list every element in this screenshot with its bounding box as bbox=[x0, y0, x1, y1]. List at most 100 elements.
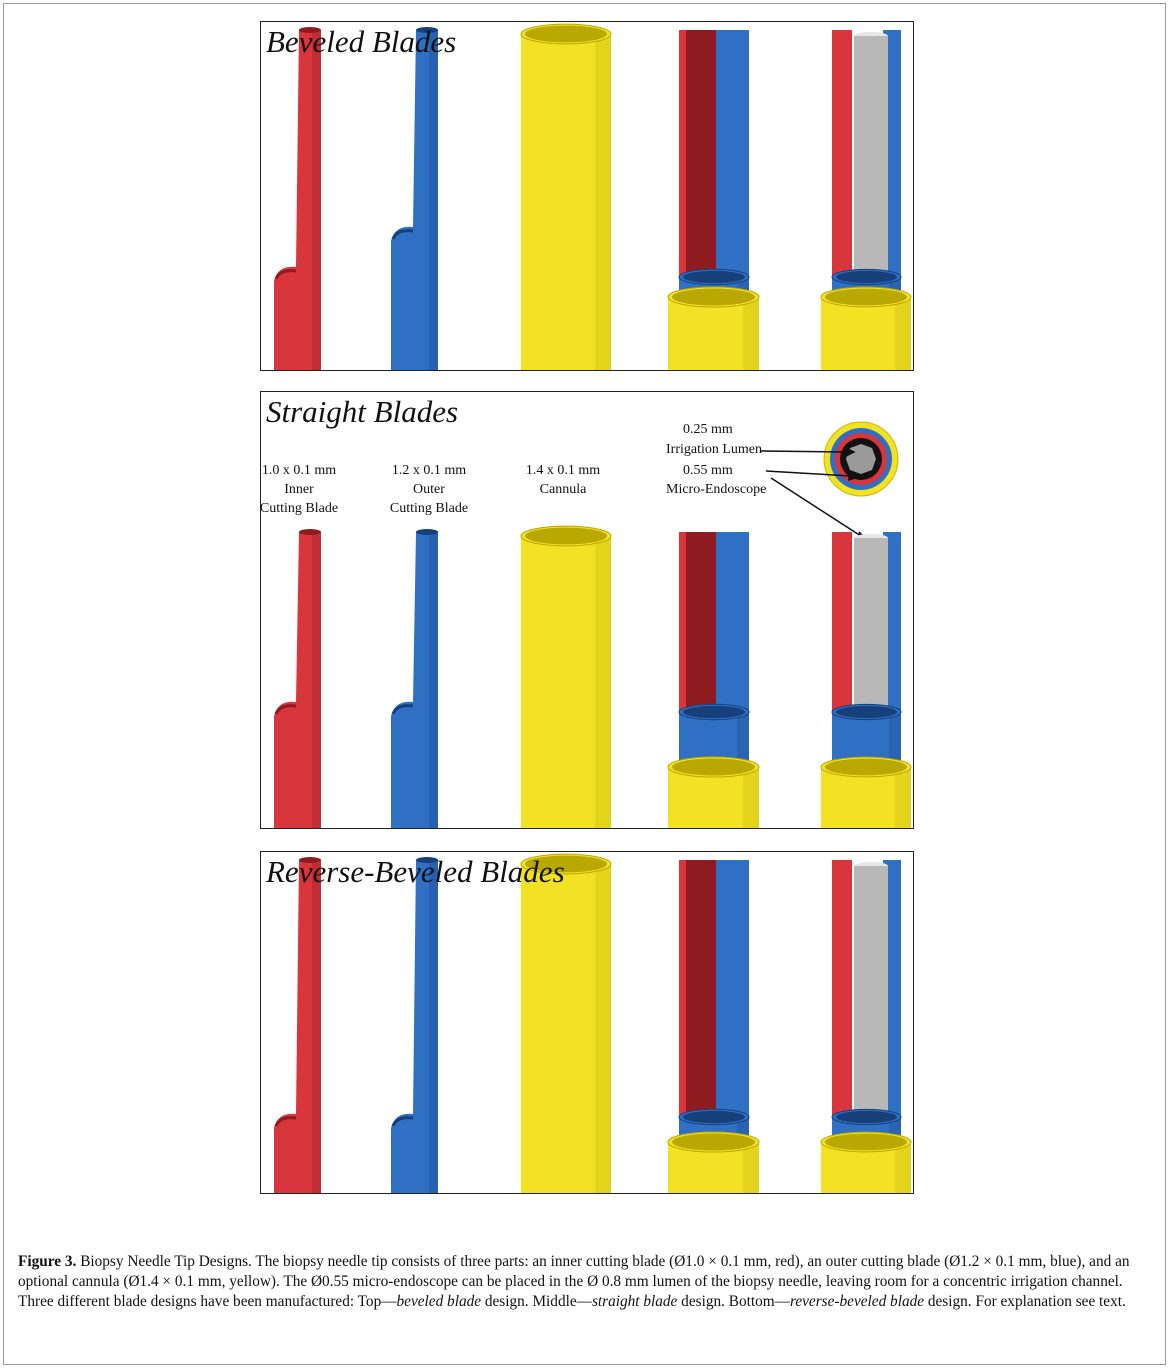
caption-text: beveled blade bbox=[396, 1293, 482, 1310]
blade bbox=[391, 30, 438, 370]
caption-text: design. Middle— bbox=[481, 1293, 592, 1310]
tube-shade bbox=[595, 864, 611, 1193]
tube bbox=[521, 536, 611, 828]
blade-tip bbox=[299, 27, 321, 33]
panel: Reverse-Beveled Blades bbox=[260, 851, 914, 1194]
tube-shade bbox=[895, 297, 911, 370]
endoscope bbox=[854, 36, 888, 277]
blade-shade bbox=[312, 30, 321, 370]
endoscope bbox=[854, 538, 888, 712]
tube-bore bbox=[683, 705, 745, 719]
annotation: Micro-Endoscope bbox=[666, 482, 767, 497]
panel-title: Reverse-Beveled Blades bbox=[266, 854, 565, 889]
tube-bore bbox=[836, 705, 897, 719]
tube-bore bbox=[672, 758, 755, 776]
tube-shade bbox=[888, 712, 901, 773]
part-label: 1.2 x 0.1 mm Outer Cutting Blade bbox=[364, 461, 494, 518]
label-line: Cutting Blade bbox=[389, 501, 469, 516]
tube-bore bbox=[525, 855, 607, 873]
panel-title: Beveled Blades bbox=[266, 24, 457, 59]
blade bbox=[710, 532, 749, 712]
tube-bore bbox=[683, 270, 745, 284]
tube-shade bbox=[895, 1142, 911, 1193]
tube-shade bbox=[743, 767, 759, 828]
tube-bore bbox=[825, 758, 907, 776]
blade-edge bbox=[391, 1116, 414, 1127]
label-line: Cannula bbox=[539, 482, 587, 497]
tube-bore bbox=[683, 1110, 745, 1124]
blade bbox=[679, 860, 689, 1117]
caption-label: Figure 3. bbox=[18, 1253, 77, 1270]
tube-shade bbox=[595, 536, 611, 828]
tube-shade bbox=[743, 297, 759, 370]
cross-section bbox=[823, 421, 899, 497]
caption-text: design. For explanation see text. bbox=[924, 1293, 1126, 1310]
label-line: 1.2 x 0.1 mm bbox=[391, 463, 467, 478]
blade-edge bbox=[274, 704, 297, 715]
caption-text: design. Bottom— bbox=[677, 1293, 790, 1310]
render bbox=[274, 421, 912, 828]
panel: Straight Blades 1.0 x 0.1 mm Inner Cutti… bbox=[260, 391, 914, 829]
blade-tip bbox=[299, 529, 321, 535]
endoscope bbox=[854, 866, 888, 1117]
figure-frame bbox=[3, 3, 1166, 1365]
tube-shade bbox=[736, 712, 749, 773]
part-label: 1.0 x 0.1 mm Inner Cutting Blade bbox=[260, 461, 364, 518]
panel: Beveled Blades bbox=[260, 21, 914, 371]
blade-edge bbox=[391, 229, 414, 240]
tube-shade bbox=[895, 767, 911, 828]
tube bbox=[521, 34, 611, 370]
caption: Figure 3. Biopsy Needle Tip Designs. The… bbox=[18, 1252, 1156, 1312]
tube-bore bbox=[825, 288, 907, 306]
tube-bore bbox=[672, 1133, 755, 1151]
tube-bore bbox=[836, 1110, 897, 1124]
part-label: 1.4 x 0.1 mm Cannula bbox=[498, 461, 628, 499]
blade bbox=[274, 860, 321, 1193]
annotation: 0.25 mm bbox=[683, 422, 733, 437]
blade-inside bbox=[686, 30, 716, 277]
blade bbox=[679, 30, 689, 277]
caption-text: straight blade bbox=[591, 1293, 678, 1310]
tube-bore bbox=[825, 1133, 907, 1151]
blade-shade bbox=[312, 532, 321, 828]
blade bbox=[832, 532, 852, 712]
tube bbox=[668, 297, 759, 370]
blade bbox=[274, 30, 321, 370]
blade bbox=[391, 532, 438, 828]
tube-shade bbox=[743, 1142, 759, 1193]
annotation: Irrigation Lumen bbox=[666, 442, 763, 457]
label-line: 1.0 x 0.1 mm bbox=[261, 463, 337, 478]
blade-tip bbox=[299, 857, 321, 863]
blade bbox=[710, 30, 749, 277]
blade bbox=[274, 532, 321, 828]
blade bbox=[710, 860, 749, 1117]
caption-text: Biopsy Needle Tip Designs. The biopsy ne… bbox=[18, 1253, 1130, 1310]
caption-text: reverse-beveled blade bbox=[789, 1293, 925, 1310]
label-line: Inner bbox=[284, 482, 314, 497]
blade-edge bbox=[274, 1116, 297, 1127]
label-line: 1.4 x 0.1 mm bbox=[525, 463, 601, 478]
blade-edge bbox=[274, 269, 297, 280]
panel-title: Straight Blades bbox=[266, 394, 459, 429]
render bbox=[274, 853, 912, 1193]
tube-bore bbox=[672, 288, 755, 306]
blade bbox=[832, 860, 852, 1117]
blade-inside bbox=[686, 860, 716, 1117]
blade-shade bbox=[429, 30, 438, 370]
label-line: Outer bbox=[413, 482, 445, 497]
blade-shade bbox=[429, 532, 438, 828]
tube-bore bbox=[525, 527, 607, 545]
tube-bore bbox=[836, 270, 897, 284]
label-line: Cutting Blade bbox=[260, 501, 339, 516]
blade-shade bbox=[312, 860, 321, 1193]
tube-bore bbox=[525, 25, 607, 43]
annotation: 0.55 mm bbox=[683, 463, 733, 478]
blade bbox=[832, 30, 852, 277]
tube bbox=[521, 864, 611, 1193]
tube-shade bbox=[595, 34, 611, 370]
blade bbox=[679, 532, 689, 712]
blade-tip bbox=[416, 27, 438, 33]
blade-inside bbox=[686, 532, 716, 712]
blade-tip bbox=[416, 529, 438, 535]
